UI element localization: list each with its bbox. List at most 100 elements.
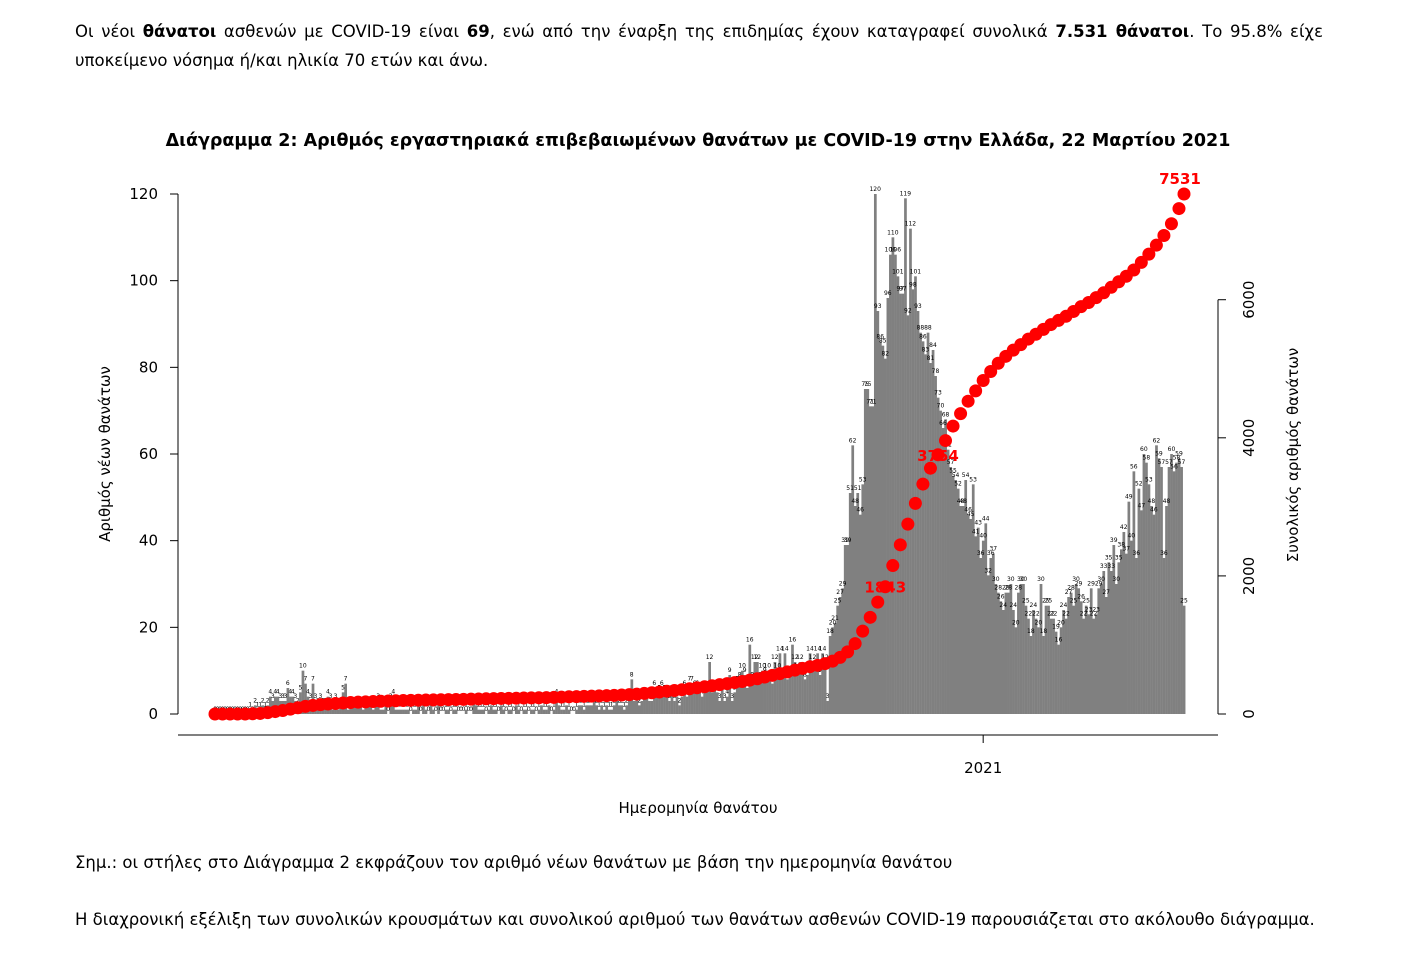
bar-value-label: 101 bbox=[892, 268, 904, 275]
bar bbox=[605, 705, 609, 714]
bar bbox=[595, 705, 599, 714]
bar-value-label: 7 bbox=[303, 676, 307, 683]
bar-value-label: 3 bbox=[293, 693, 297, 700]
bar bbox=[1135, 558, 1138, 714]
bar bbox=[648, 701, 651, 714]
bar-value-label: 33 bbox=[1107, 563, 1115, 570]
text: . Το 95.8% είχε υποκείμενο νόσημα ή/και … bbox=[75, 22, 1323, 70]
bar bbox=[866, 389, 870, 714]
bar-value-label: 6 bbox=[660, 680, 664, 687]
bar bbox=[680, 696, 684, 714]
bar-value-label: 54 bbox=[952, 472, 960, 479]
bar-value-label: 36 bbox=[977, 550, 985, 557]
bar-value-label: 30 bbox=[1017, 576, 1025, 583]
bar bbox=[1097, 588, 1101, 714]
bar bbox=[693, 688, 696, 714]
bar-value-label: 86 bbox=[919, 333, 927, 340]
bar-value-label: 2 bbox=[266, 697, 270, 704]
bar-value-label: 24 bbox=[1060, 602, 1068, 609]
bar-value-label: 85 bbox=[879, 338, 887, 345]
bar bbox=[381, 709, 385, 714]
bar-value-label: 12 bbox=[771, 654, 779, 661]
bar bbox=[934, 376, 937, 714]
bar-value-label: 0 bbox=[419, 706, 423, 713]
cumulative-dot bbox=[939, 434, 953, 448]
bar bbox=[517, 709, 521, 714]
bar-value-label: 48 bbox=[1163, 498, 1171, 505]
bar bbox=[984, 523, 988, 714]
cumulative-dot bbox=[1164, 217, 1178, 231]
bar bbox=[778, 653, 782, 714]
bar bbox=[901, 293, 905, 714]
bar-value-label: 75 bbox=[864, 381, 872, 388]
bar-value-label: 21 bbox=[831, 615, 839, 622]
bar-value-label: 1 bbox=[524, 702, 528, 709]
bar bbox=[1162, 558, 1166, 714]
bar bbox=[1102, 571, 1106, 714]
bar bbox=[1024, 605, 1028, 714]
bar bbox=[886, 298, 890, 714]
bar bbox=[525, 709, 528, 714]
bar bbox=[580, 705, 583, 714]
bar-value-label: 40 bbox=[1127, 533, 1135, 540]
bar-value-label: 36 bbox=[1160, 550, 1168, 557]
bar bbox=[725, 696, 729, 714]
bar-value-label: 78 bbox=[932, 368, 940, 375]
bar-value-label: 4 bbox=[276, 689, 280, 696]
cumulative-dot bbox=[1157, 228, 1171, 242]
bar-value-label: 3 bbox=[314, 693, 318, 700]
bar-value-label: 27 bbox=[1102, 589, 1110, 596]
bar-value-label: 1 bbox=[567, 702, 571, 709]
bar bbox=[1044, 605, 1048, 714]
bar-value-label: 112 bbox=[905, 221, 917, 228]
bar bbox=[452, 709, 455, 714]
cumulative-dot bbox=[946, 419, 960, 433]
bar bbox=[417, 705, 420, 714]
bar bbox=[637, 705, 641, 714]
bar-value-label: 39 bbox=[844, 537, 852, 544]
bar bbox=[718, 701, 722, 714]
bar-value-label: 97 bbox=[899, 286, 907, 293]
bar bbox=[399, 709, 403, 714]
y2-tick-label: 4000 bbox=[1240, 419, 1258, 457]
bar-value-label: 83 bbox=[922, 346, 930, 353]
bar bbox=[853, 506, 857, 714]
bar bbox=[1160, 467, 1163, 714]
bar bbox=[673, 701, 676, 714]
bar bbox=[1107, 562, 1111, 714]
bar bbox=[610, 709, 614, 714]
bar bbox=[813, 670, 817, 714]
cumulative-dot bbox=[848, 637, 862, 651]
bar bbox=[730, 701, 734, 714]
bar-value-label: 71 bbox=[869, 398, 877, 405]
y-tick-label: 100 bbox=[129, 272, 158, 290]
bar-value-label: 0 bbox=[570, 706, 574, 713]
bar-value-label: 51 bbox=[854, 485, 862, 492]
bar-value-label: 66 bbox=[939, 420, 947, 427]
bar bbox=[482, 709, 486, 714]
bar-value-label: 1 bbox=[487, 702, 491, 709]
bar bbox=[964, 480, 968, 714]
cumulative-dot bbox=[931, 448, 945, 462]
bar-value-label: 97 bbox=[897, 286, 905, 293]
bar-value-label: 96 bbox=[884, 290, 892, 297]
bar bbox=[615, 701, 619, 714]
bar-value-label: 12 bbox=[706, 654, 714, 661]
bar-value-label: 0 bbox=[504, 706, 508, 713]
bar-value-label: 0 bbox=[527, 706, 531, 713]
bar-value-label: 39 bbox=[841, 537, 849, 544]
bar-value-label: 84 bbox=[929, 342, 937, 349]
bar bbox=[547, 705, 551, 714]
bar bbox=[914, 276, 917, 714]
bar bbox=[404, 709, 408, 714]
bar bbox=[585, 705, 588, 714]
bar-value-label: 6 bbox=[683, 680, 687, 687]
bar-value-label: 12 bbox=[753, 654, 761, 661]
bar bbox=[432, 709, 435, 714]
bar bbox=[776, 670, 779, 714]
bar bbox=[1152, 514, 1156, 714]
bar-value-label: 2 bbox=[296, 697, 300, 704]
cumulative-dot bbox=[916, 477, 930, 491]
bar bbox=[999, 601, 1003, 714]
